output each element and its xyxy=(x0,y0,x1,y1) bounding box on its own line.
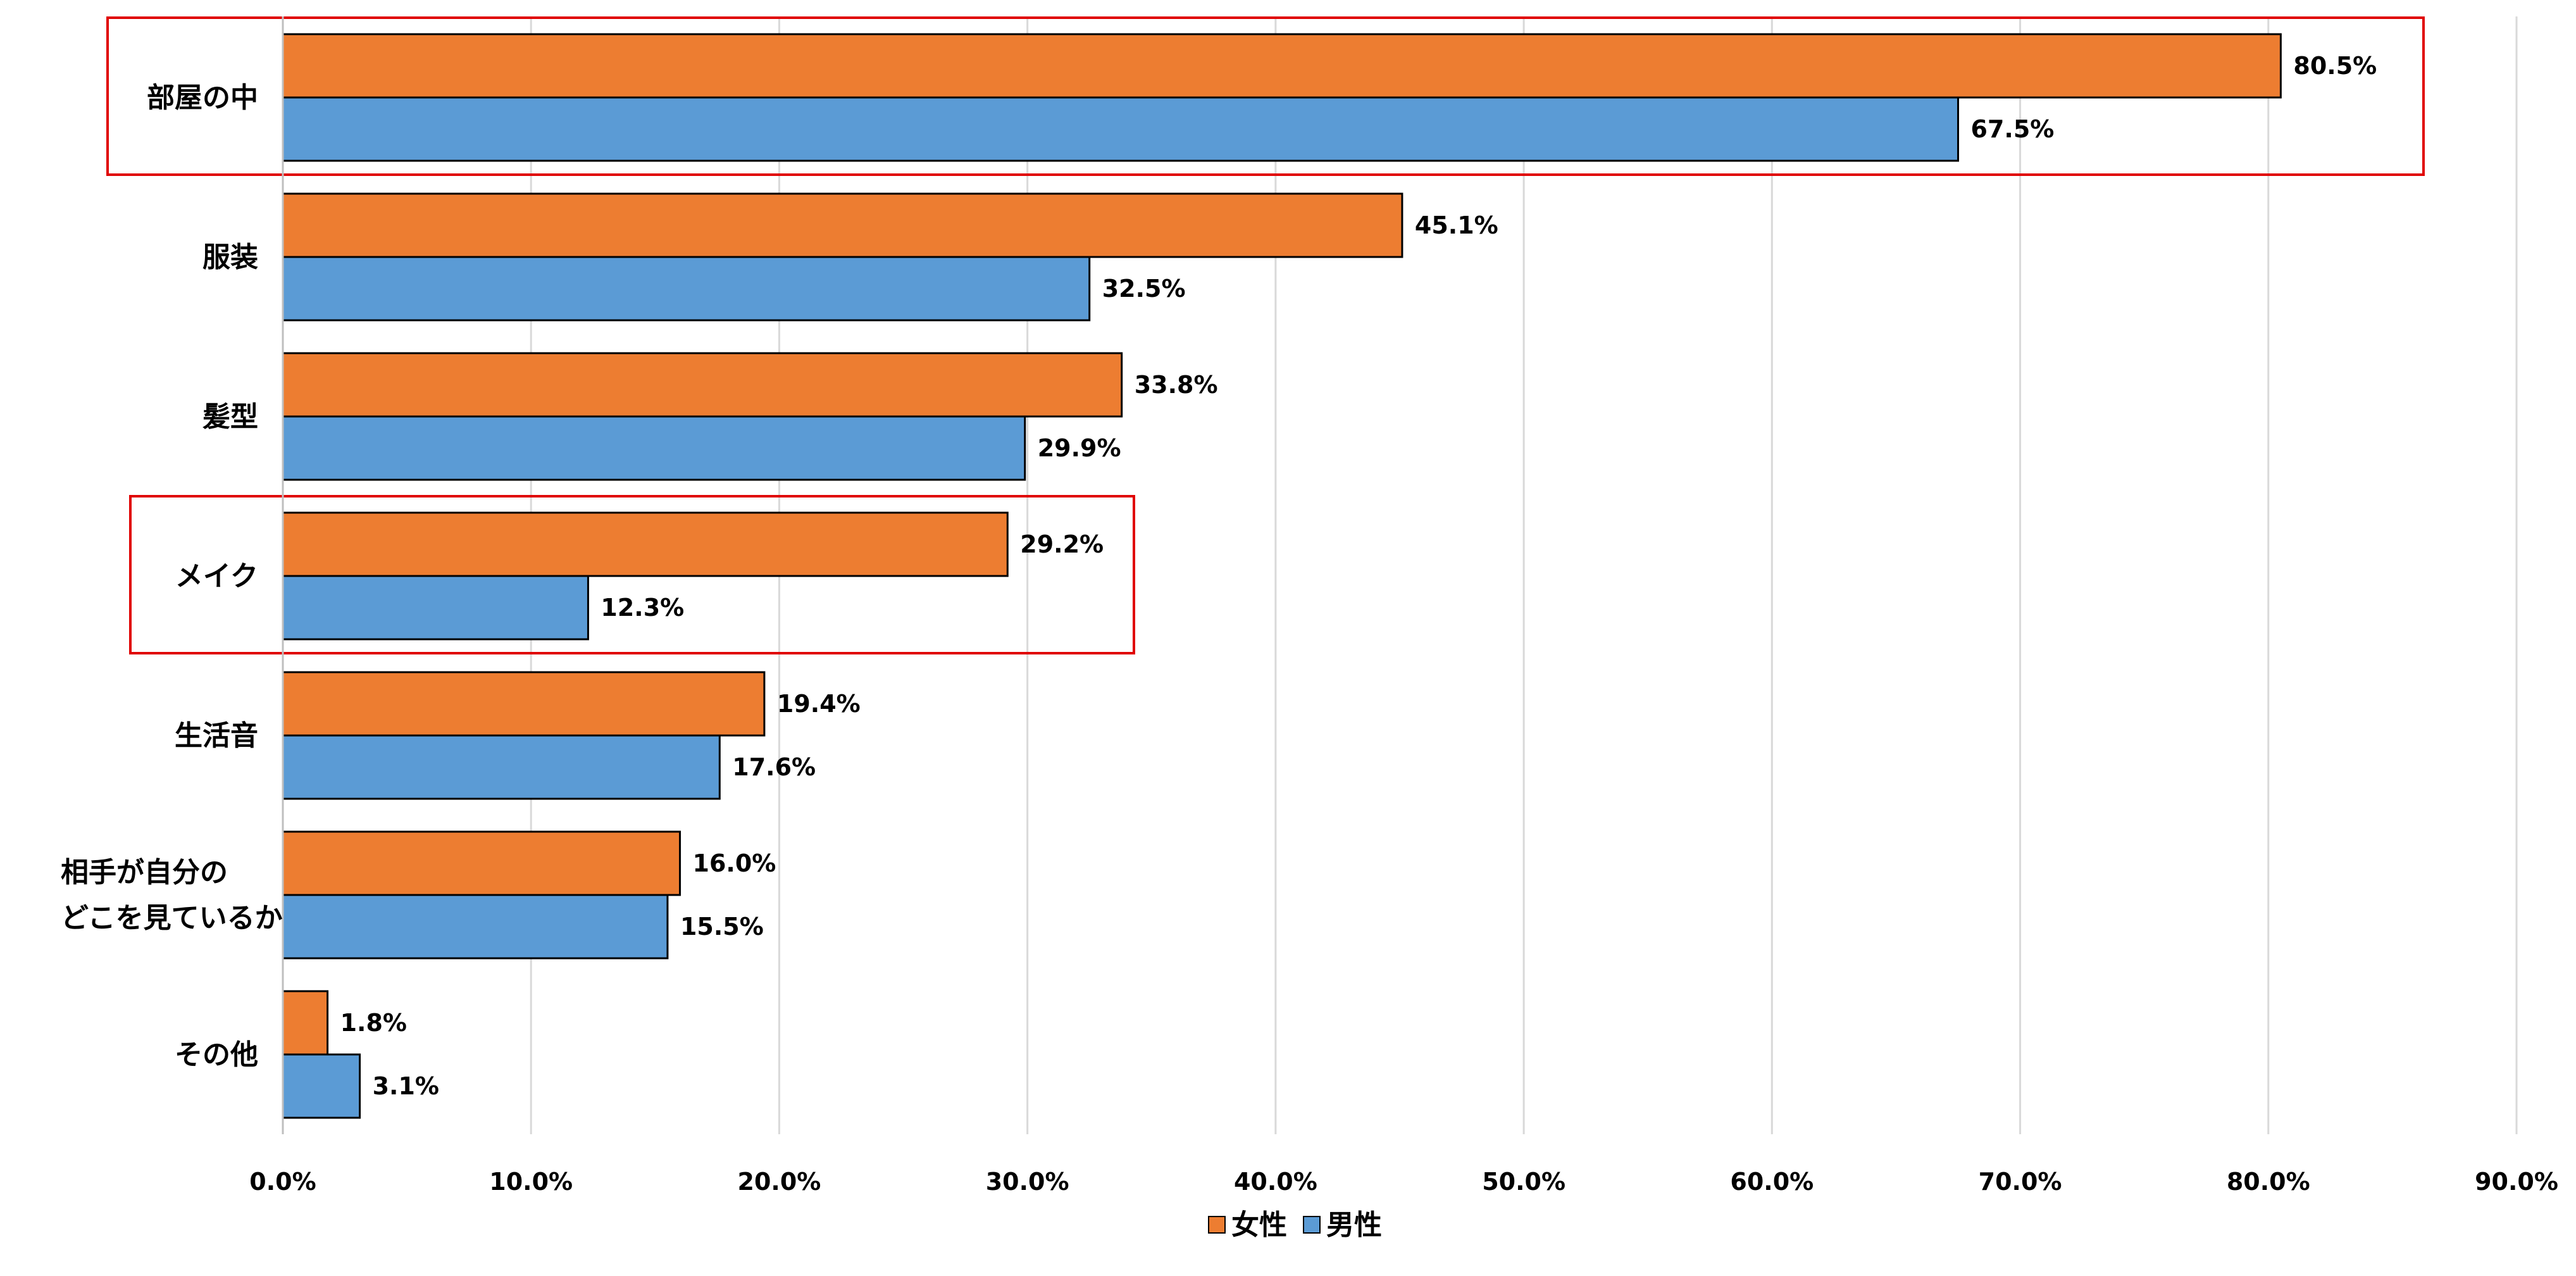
bar-male xyxy=(282,96,1959,162)
x-tick-label: 60.0% xyxy=(1730,1168,1814,1196)
bar-male xyxy=(282,415,1026,481)
bar-female xyxy=(282,511,1009,577)
x-tick-label: 90.0% xyxy=(2475,1168,2558,1196)
bars xyxy=(282,33,2282,1119)
data-label: 15.5% xyxy=(680,913,764,941)
legend-swatch-female xyxy=(1208,1216,1226,1234)
data-label: 80.5% xyxy=(2293,52,2377,80)
category-label: どこを見ているか xyxy=(61,902,283,934)
x-tick-label: 70.0% xyxy=(1979,1168,2062,1196)
x-tick-label: 50.0% xyxy=(1482,1168,1565,1196)
data-label: 45.1% xyxy=(1415,211,1498,239)
category-label: 服装 xyxy=(202,241,258,273)
category-label: 相手が自分の xyxy=(61,856,228,889)
data-label: 32.5% xyxy=(1102,275,1186,303)
category-label: 髪型 xyxy=(202,401,258,433)
bar-female xyxy=(282,192,1403,258)
bar-male xyxy=(282,734,721,800)
category-label: メイク xyxy=(175,560,258,592)
highlight-boxes xyxy=(106,16,2425,654)
bar-male xyxy=(282,894,669,960)
data-label: 16.0% xyxy=(693,849,776,877)
bar-female xyxy=(282,33,2282,99)
legend-swatch-male xyxy=(1303,1216,1321,1234)
data-label: 19.4% xyxy=(777,690,861,718)
x-tick-label: 20.0% xyxy=(738,1168,821,1196)
bar-male xyxy=(282,1053,361,1119)
bar-female xyxy=(282,671,766,737)
x-tick-label: 80.0% xyxy=(2227,1168,2310,1196)
bar-female xyxy=(282,830,681,896)
bar-female xyxy=(282,990,329,1056)
data-label: 1.8% xyxy=(340,1009,407,1037)
highlight-box xyxy=(129,495,1135,654)
x-tick-labels: 0.0% 10.0% 20.0% 30.0% 40.0% 50.0% 60.0% 70.0% 8… xyxy=(249,1168,2558,1196)
bar-male xyxy=(282,575,589,641)
x-tick-label: 30.0% xyxy=(986,1168,1069,1196)
category-label: 生活音 xyxy=(175,720,258,752)
data-label: 12.3% xyxy=(600,594,684,622)
data-label: 33.8% xyxy=(1135,371,1218,399)
data-label: 17.6% xyxy=(732,753,816,781)
bar-male xyxy=(282,256,1091,322)
x-tick-label: 10.0% xyxy=(489,1168,573,1196)
highlight-box xyxy=(106,16,2425,176)
data-label: 3.1% xyxy=(373,1072,439,1100)
data-label: 29.2% xyxy=(1020,530,1104,558)
legend-label: 女性 xyxy=(1231,1209,1287,1241)
legend: 女性 男性 xyxy=(1208,1209,1382,1241)
category-label: その他 xyxy=(175,1039,258,1071)
data-labels: 80.5% 67.5% 45.1% 32.5% 33.8% 29.9% 29.2% 12.3%… xyxy=(340,52,2377,1100)
data-label: 29.9% xyxy=(1038,434,1121,462)
data-label: 67.5% xyxy=(1971,115,2055,143)
bar-female xyxy=(282,352,1123,418)
category-label: 部屋の中 xyxy=(147,82,258,114)
legend-label: 男性 xyxy=(1326,1209,1382,1241)
x-tick-label: 0.0% xyxy=(249,1168,316,1196)
x-tick-label: 40.0% xyxy=(1234,1168,1317,1196)
